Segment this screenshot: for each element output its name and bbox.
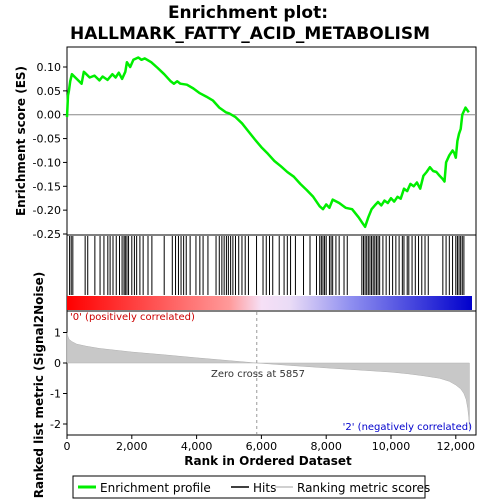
es-y-tick-label: 0.10 [37, 61, 62, 74]
hit-lines [69, 236, 465, 295]
chart-title-line1: Enrichment plot: [168, 3, 328, 23]
es-plot-area [66, 46, 477, 236]
es-y-tick-label: 0.00 [37, 109, 62, 122]
x-axis-label: Rank in Ordered Dataset [184, 454, 352, 468]
es-y-tick-label: 0.05 [37, 85, 62, 98]
es-y-tick-label: -0.20 [33, 204, 61, 217]
x-tick-label: 6,000 [246, 440, 278, 453]
enrichment-profile-line [65, 56, 470, 229]
ranking-metric-area [66, 332, 470, 429]
metric-y-ticks: 1 0 -1 -2 [50, 327, 67, 431]
x-tick-label: 10,000 [372, 440, 411, 453]
es-y-ticks: 0.10 0.05 0.00 -0.05 -0.10 -0.15 -0.20 -0.25 [33, 61, 67, 241]
metric-y-axis-label: Ranked list metric (Signal2Noise) [32, 272, 46, 499]
metric-y-tick-label: -1 [50, 388, 61, 401]
zero-cross-label: Zero cross at 5857 [211, 369, 305, 380]
x-axis-ticks: 0 2,000 4,000 6,000 8,000 10,000 12,000 [64, 435, 476, 453]
legend-metric-label: Ranking metric scores [297, 481, 430, 495]
es-y-tick-label: -0.15 [33, 180, 61, 193]
x-tick-label: 2,000 [116, 440, 148, 453]
metric-y-tick-label: 0 [54, 357, 61, 370]
positive-correlation-label: '0' (positively correlated) [70, 312, 195, 323]
es-y-tick-label: -0.05 [33, 133, 61, 146]
es-y-axis-label: Enrichment score (ES) [14, 66, 28, 216]
es-y-tick-label: -0.25 [33, 228, 61, 241]
x-tick-label: 12,000 [437, 440, 476, 453]
chart-title-line2: HALLMARK_FATTY_ACID_METABOLISM [70, 24, 430, 44]
metric-y-tick-label: -2 [50, 418, 61, 431]
x-tick-label: 8,000 [310, 440, 342, 453]
es-y-tick-label: -0.10 [33, 156, 61, 169]
metric-y-tick-label: 1 [54, 327, 61, 340]
legend-hits-label: Hits [253, 481, 276, 495]
negative-correlation-label: '2' (negatively correlated) [343, 422, 472, 433]
x-tick-label: 4,000 [181, 440, 213, 453]
legend-enrichment-label: Enrichment profile [100, 481, 211, 495]
ranking-color-bar [67, 296, 472, 310]
x-tick-label: 0 [64, 440, 71, 453]
